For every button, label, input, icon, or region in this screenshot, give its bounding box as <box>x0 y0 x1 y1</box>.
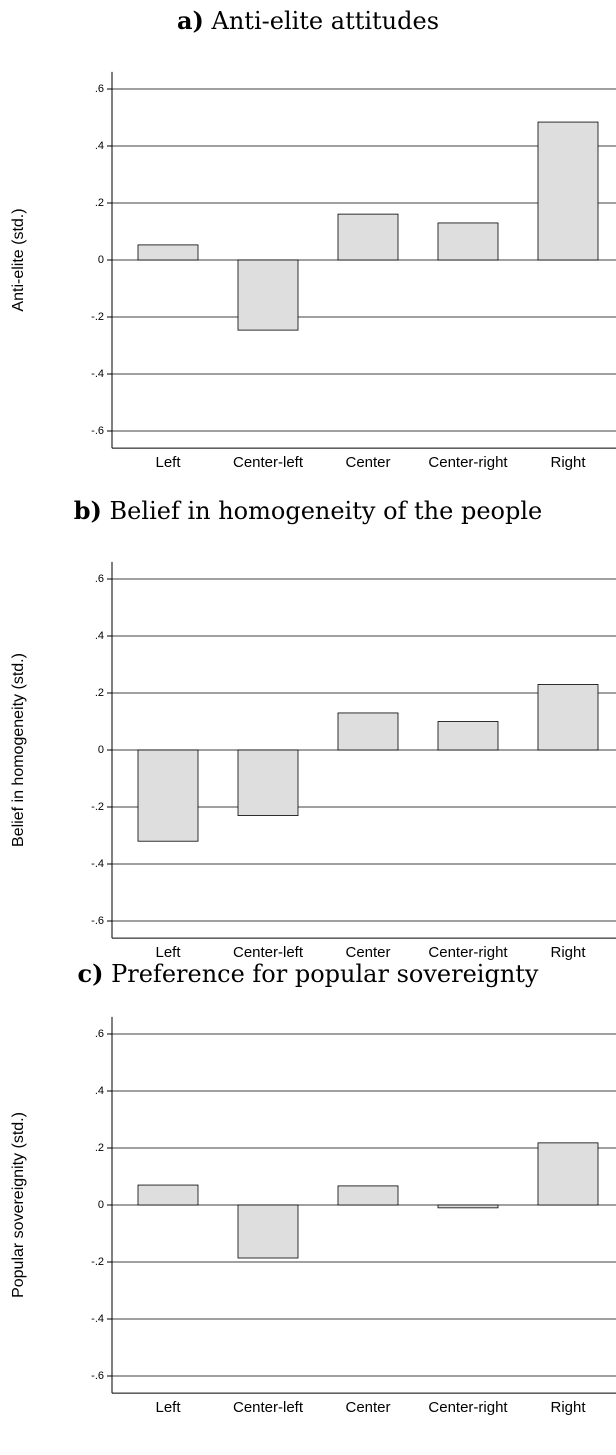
x-tick-label: Center-right <box>428 454 508 471</box>
y-axis-title: Anti-elite (std.) <box>10 208 27 311</box>
x-tick-label: Center <box>345 454 390 471</box>
y-tick-label: -.2 <box>91 1256 104 1268</box>
y-tick-label: -.4 <box>91 1313 104 1325</box>
x-tick-label: Center-right <box>428 1399 508 1416</box>
bar <box>437 1204 499 1209</box>
bar <box>337 712 399 751</box>
bar <box>137 1184 199 1206</box>
y-tick-label: .6 <box>95 573 104 585</box>
panel-label: c) <box>78 959 104 988</box>
bar <box>237 259 299 331</box>
bar <box>137 244 199 261</box>
y-tick-label: -.2 <box>91 311 104 323</box>
title-text: Belief in homogeneity of the people <box>110 497 543 525</box>
title-space <box>204 7 212 35</box>
x-tick-label: Center <box>345 1399 390 1416</box>
x-tick-label: Right <box>550 454 586 471</box>
x-tick-label: Left <box>155 944 181 961</box>
chart-panel: b) Belief in homogeneity of the peopleBe… <box>10 496 616 961</box>
y-tick-label: .2 <box>95 197 104 209</box>
title-text: Anti-elite attitudes <box>211 7 440 35</box>
bar <box>237 749 299 816</box>
x-tick-label: Center <box>345 944 390 961</box>
title-space <box>102 497 110 525</box>
title-space <box>103 960 111 988</box>
y-tick-label: -.6 <box>91 915 104 927</box>
y-tick-label: .2 <box>95 1142 104 1154</box>
x-tick-label: Center-right <box>428 944 508 961</box>
y-tick-label: .6 <box>95 1028 104 1040</box>
chart-title: c) Preference for popular sovereignty <box>78 959 539 988</box>
y-tick-label: -.6 <box>91 425 104 437</box>
y-axis-title: Popular sovereignity (std.) <box>10 1112 27 1298</box>
bar <box>237 1204 299 1259</box>
bar <box>137 749 199 842</box>
y-tick-label: -.2 <box>91 801 104 813</box>
panel-label: b) <box>74 496 102 525</box>
y-tick-label: -.4 <box>91 368 104 380</box>
chart-title: b) Belief in homogeneity of the people <box>74 496 542 525</box>
x-tick-label: Center-left <box>233 1399 304 1416</box>
bar <box>537 121 599 261</box>
y-tick-label: .2 <box>95 687 104 699</box>
y-tick-label: .6 <box>95 83 104 95</box>
bar <box>437 222 499 261</box>
chart-title: a) Anti-elite attitudes <box>177 6 439 35</box>
y-tick-label: .4 <box>95 1085 104 1097</box>
x-tick-label: Left <box>155 1399 181 1416</box>
y-tick-label: 0 <box>98 1199 104 1211</box>
x-tick-label: Center-left <box>233 454 304 471</box>
y-tick-label: 0 <box>98 254 104 266</box>
y-tick-label: .4 <box>95 630 104 642</box>
panel-label: a) <box>177 6 204 35</box>
y-tick-label: 0 <box>98 744 104 756</box>
x-tick-label: Right <box>550 944 586 961</box>
x-tick-label: Center-left <box>233 944 304 961</box>
bar <box>437 721 499 751</box>
bar <box>337 1185 399 1206</box>
y-tick-label: -.4 <box>91 858 104 870</box>
title-text: Preference for popular sovereignty <box>111 960 539 988</box>
y-tick-label: -.6 <box>91 1370 104 1382</box>
x-tick-label: Left <box>155 454 181 471</box>
y-axis-title: Belief in homogeneity (std.) <box>10 653 27 847</box>
chart-panel: c) Preference for popular sovereignty Pop… <box>10 959 616 1416</box>
bar <box>537 684 599 751</box>
x-tick-label: Right <box>550 1399 586 1416</box>
bar <box>337 213 399 261</box>
y-tick-label: .4 <box>95 140 104 152</box>
chart-panel: a) Anti-elite attitudes Anti-elite (std.)… <box>10 6 616 471</box>
bar <box>537 1142 599 1206</box>
